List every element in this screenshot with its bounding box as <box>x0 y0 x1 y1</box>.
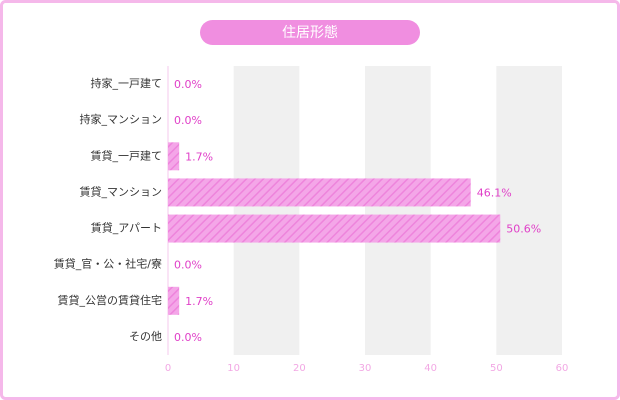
value-label: 0.0% <box>174 259 202 272</box>
x-tick-label: 60 <box>556 363 569 374</box>
x-tick-label: 40 <box>424 363 437 374</box>
value-label: 1.7% <box>185 295 213 308</box>
y-tick-label: 持家_マンション <box>80 112 163 126</box>
y-tick-label: 賃貸_公営の賃貸住宅 <box>58 293 163 307</box>
x-tick-label: 20 <box>293 363 306 374</box>
y-tick-label: 持家_一戸建て <box>91 76 163 90</box>
y-tick-label: 賃貸_官・公・社宅/寮 <box>54 257 162 271</box>
x-tick-label: 30 <box>359 363 372 374</box>
x-tick-label: 50 <box>490 363 503 374</box>
value-label: 0.0% <box>174 78 202 91</box>
value-label: 0.0% <box>174 114 202 127</box>
value-label: 1.7% <box>185 150 213 163</box>
bar <box>168 178 471 207</box>
grid-band <box>365 66 431 355</box>
title-pill <box>200 20 420 45</box>
bar <box>168 142 180 171</box>
bar <box>168 214 501 243</box>
y-tick-label: その他 <box>129 330 162 343</box>
value-label: 0.0% <box>174 331 202 344</box>
x-tick-label: 10 <box>227 363 240 374</box>
y-tick-label: 賃貸_マンション <box>80 184 163 198</box>
chart-title: 住居形態 <box>282 25 338 41</box>
value-label: 46.1% <box>477 186 512 199</box>
bar <box>168 286 180 315</box>
grid-band <box>233 66 300 355</box>
value-label: 50.6% <box>506 223 541 236</box>
y-tick-label: 賃貸_アパート <box>91 221 162 235</box>
y-tick-label: 賃貸_一戸建て <box>91 148 163 162</box>
grid-band <box>496 66 562 355</box>
x-tick-label: 0 <box>165 363 171 374</box>
